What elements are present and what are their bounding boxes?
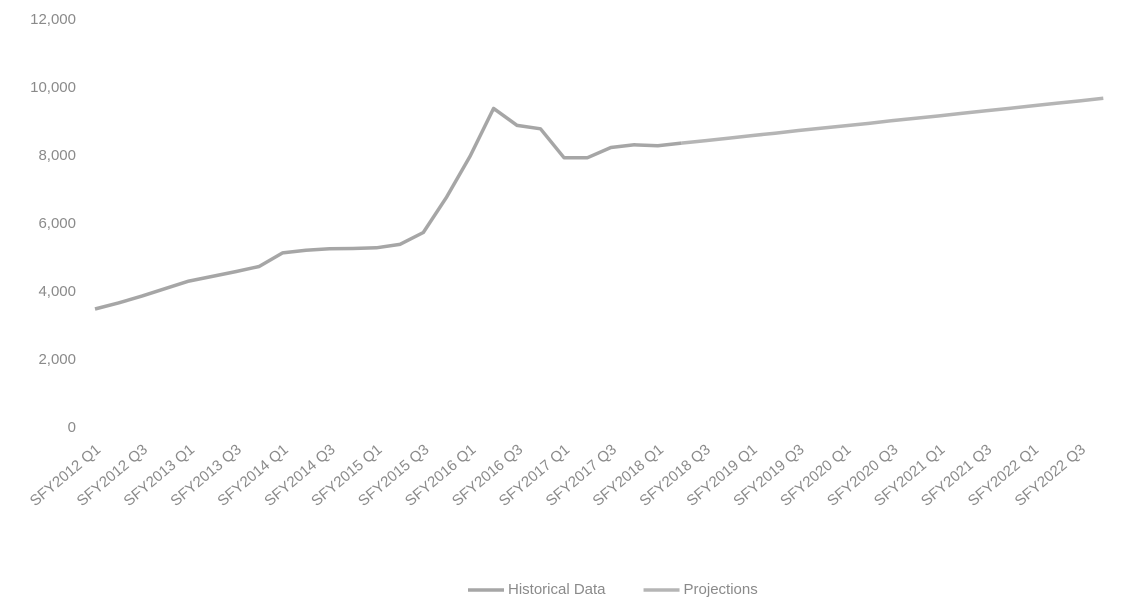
- y-tick-label: 0: [68, 419, 76, 436]
- line-series: [94, 106, 682, 311]
- y-tick-label: 12,000: [30, 11, 76, 28]
- y-tick-label: 10,000: [30, 79, 76, 96]
- y-tick-label: 8,000: [38, 147, 76, 164]
- y-tick-label: 2,000: [38, 351, 76, 368]
- y-tick-label: 6,000: [38, 215, 76, 232]
- legend-label: Historical Data: [508, 581, 606, 598]
- y-tick-label: 4,000: [38, 283, 76, 300]
- line-series: [681, 96, 1104, 145]
- legend-label: Projections: [684, 581, 758, 598]
